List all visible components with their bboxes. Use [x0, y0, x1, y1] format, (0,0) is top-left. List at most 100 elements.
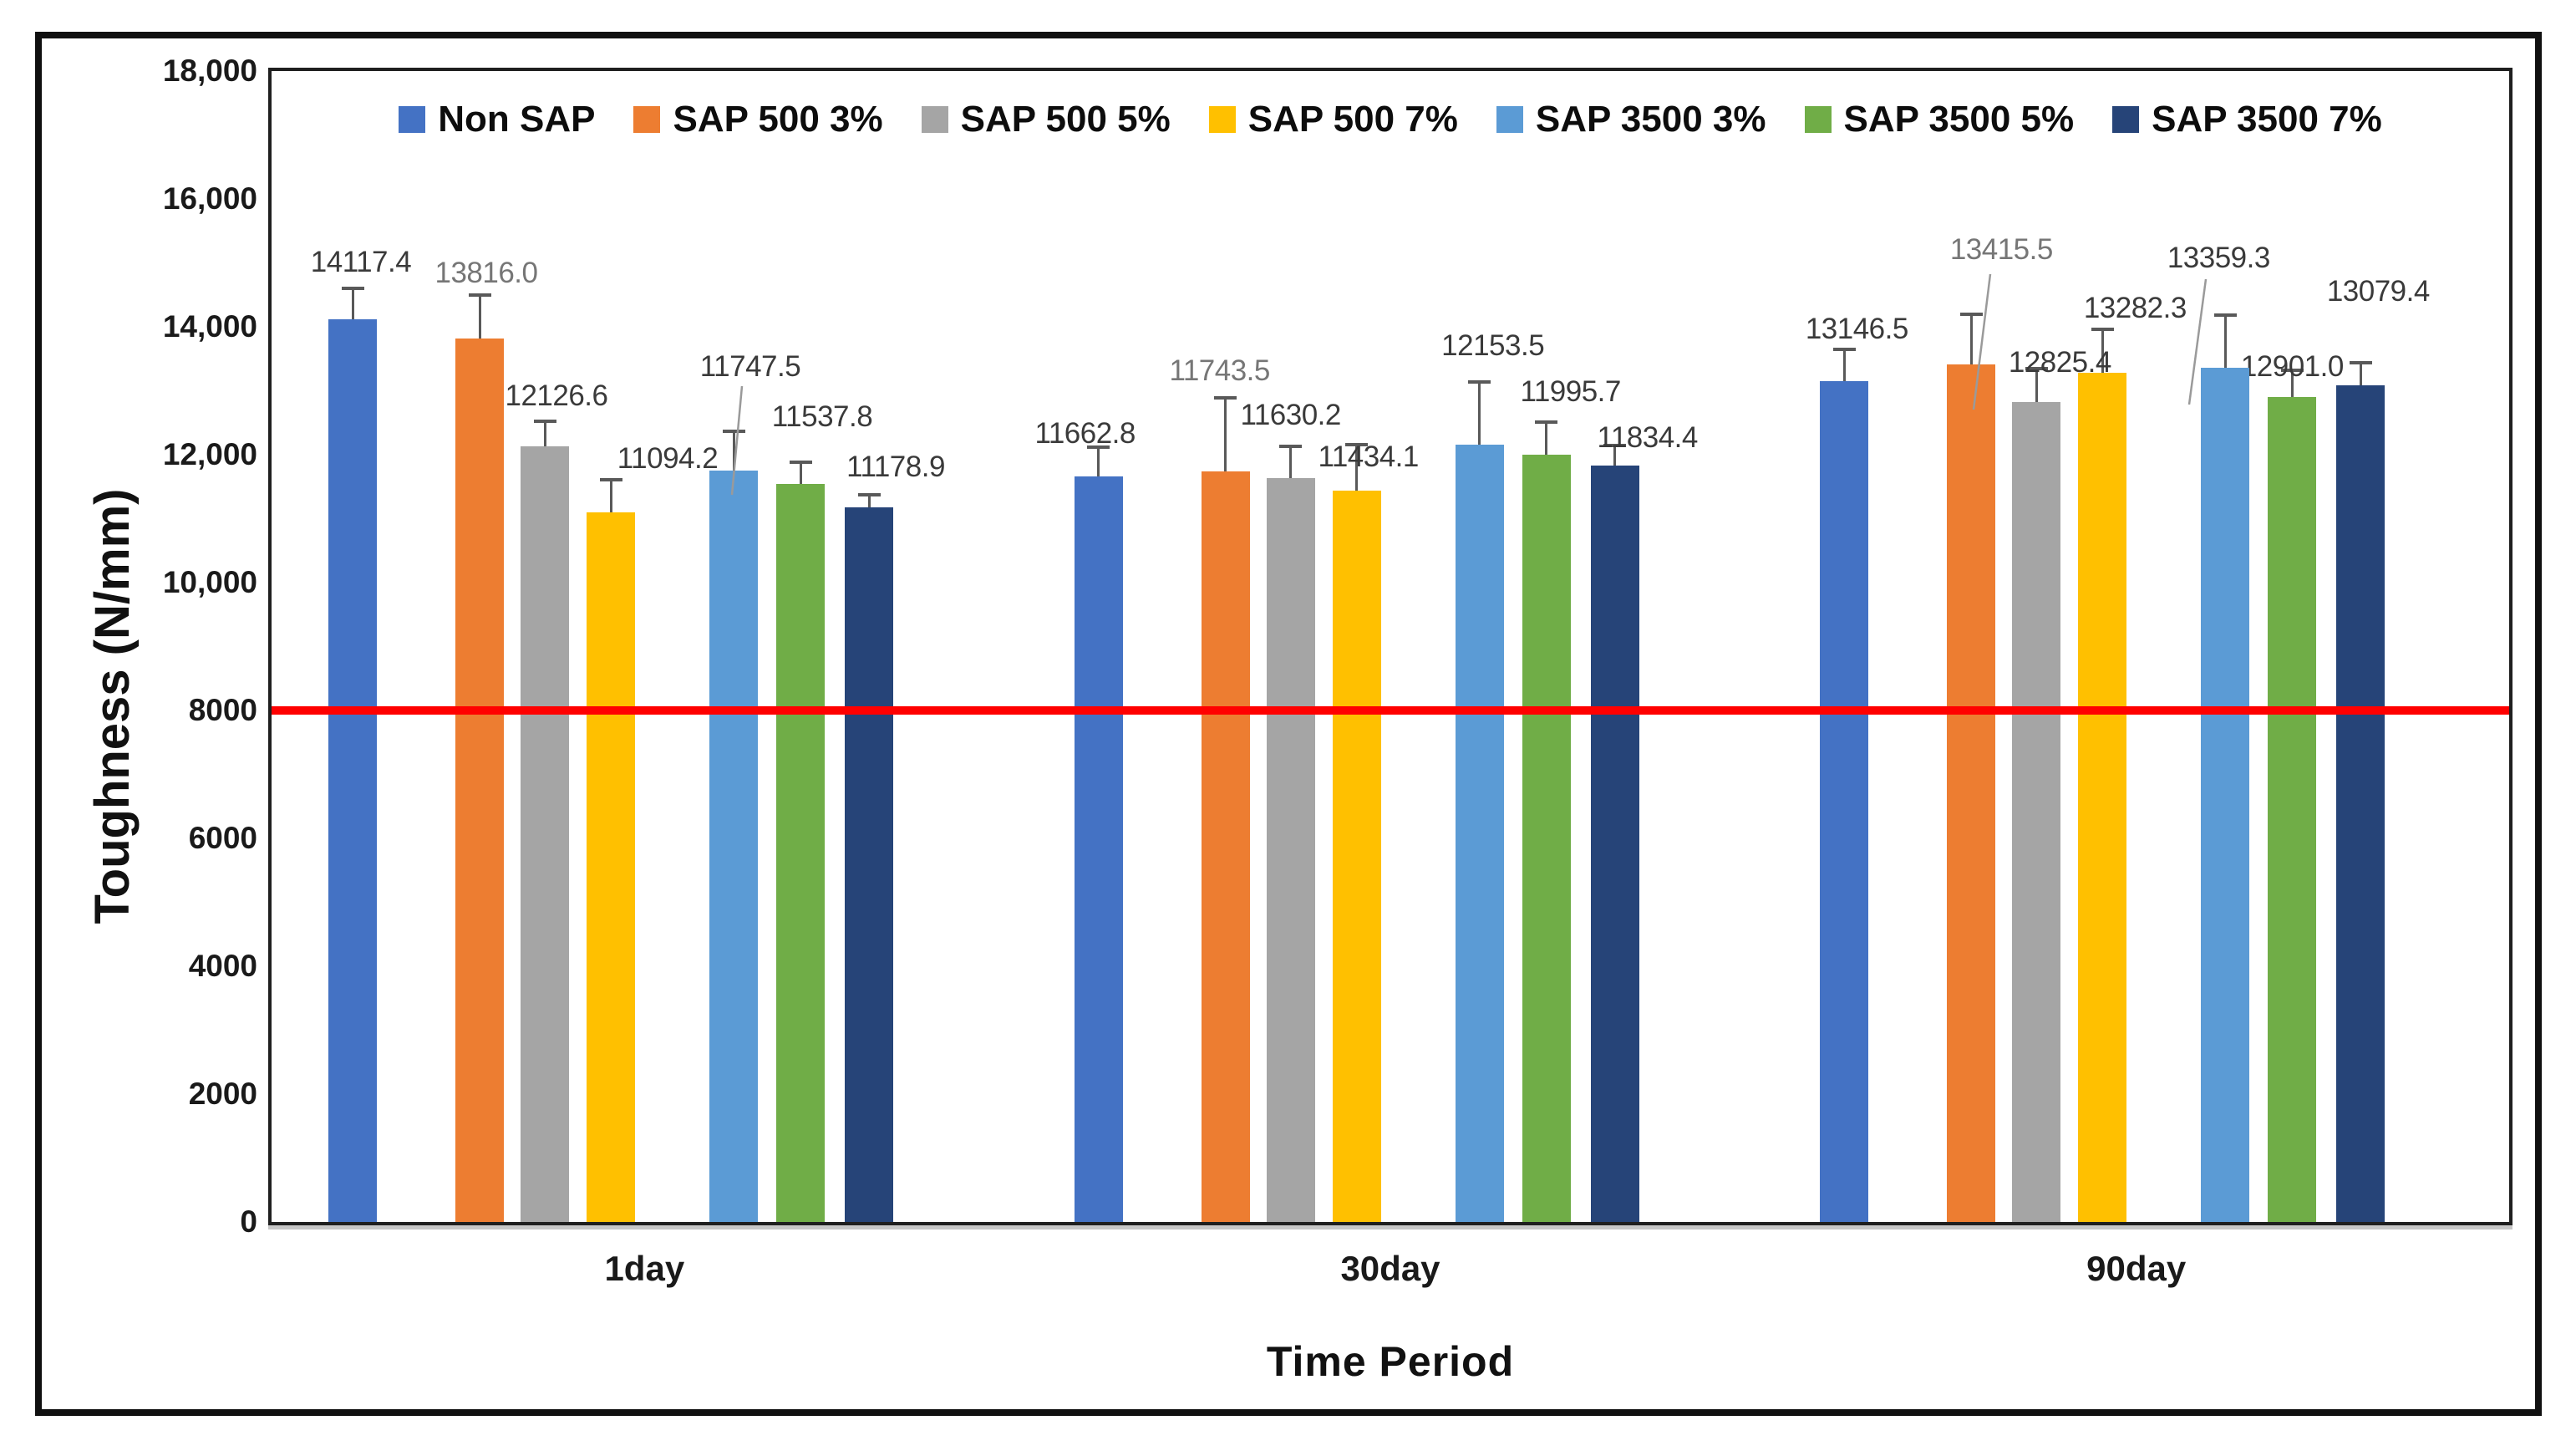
legend-swatch-icon — [1804, 106, 1832, 133]
error-bar-cap — [533, 419, 556, 423]
error-bar-cap — [857, 492, 881, 496]
reference-line-8000 — [272, 706, 2509, 715]
bar-sap-500-3%-90day — [1947, 364, 1996, 1222]
y-tick-6000: 6000 — [188, 821, 257, 855]
x-axis-title: Time Period — [1266, 1338, 1515, 1385]
data-label-non-sap-30day: 11662.8 — [1034, 416, 1136, 450]
legend-swatch-icon — [399, 106, 426, 133]
x-category-30day: 30day — [1340, 1249, 1440, 1288]
data-label-sap-500-5%-30day: 11630.2 — [1240, 399, 1341, 432]
error-bar-cap — [1214, 395, 1237, 400]
legend-item-sap-3500-3%: SAP 3500 3% — [1496, 99, 1766, 140]
bar-sap-3500-3%-90day — [2201, 368, 2250, 1222]
legend-item-sap-3500-7%: SAP 3500 7% — [2112, 99, 2382, 140]
error-bar-cap — [2280, 368, 2304, 372]
bar-sap-3500-5%-90day — [2268, 397, 2317, 1222]
data-label-sap-3500-7%-1day: 11178.9 — [846, 450, 945, 483]
error-bar-cap — [1345, 443, 1369, 447]
error-bar-cap — [1468, 380, 1491, 384]
data-label-sap-3500-7%-30day: 11834.4 — [1597, 420, 1698, 454]
error-bar-cap — [341, 287, 364, 291]
data-label-sap-500-3%-90day: 13415.5 — [1949, 232, 2054, 266]
error-bar-cap — [1959, 313, 1983, 317]
bar-sap-3500-5%-30day — [1522, 455, 1571, 1222]
error-bar-cap — [1279, 445, 1303, 449]
legend-label: SAP 3500 3% — [1535, 99, 1766, 140]
y-tick-10000: 10,000 — [162, 565, 257, 599]
bar-non-sap-1day — [328, 319, 377, 1222]
y-tick-12000: 12,000 — [162, 437, 257, 471]
data-label-non-sap-90day: 13146.5 — [1805, 313, 1909, 346]
data-label-sap-3500-3%-30day: 12153.5 — [1441, 329, 1545, 363]
error-bar-cap — [722, 429, 745, 433]
data-label-sap-500-3%-30day: 11743.5 — [1169, 354, 1270, 387]
y-tick-2000: 2000 — [188, 1077, 257, 1111]
y-tick-14000: 14,000 — [162, 309, 257, 344]
data-label-sap-3500-7%-90day: 13079.4 — [2326, 275, 2431, 308]
data-label-sap-3500-5%-30day: 11995.7 — [1520, 375, 1621, 409]
error-bar-cap — [2025, 367, 2048, 371]
legend-item-non-sap: Non SAP — [399, 99, 595, 140]
leader-line — [2187, 278, 2208, 405]
leader-line — [1972, 273, 1992, 410]
legend-item-sap-500-3%: SAP 500 3% — [633, 99, 883, 140]
data-label-sap-3500-5%-1day: 11537.8 — [771, 400, 873, 434]
legend-swatch-icon — [1496, 106, 1523, 133]
error-bar-cap — [2091, 327, 2114, 331]
plot-area — [268, 68, 2512, 1225]
bar-sap-3500-3%-1day — [709, 471, 758, 1222]
error-bar-cap — [1603, 443, 1627, 447]
data-label-non-sap-1day: 14117.4 — [310, 246, 412, 279]
bar-sap-3500-7%-30day — [1590, 465, 1639, 1222]
data-label-sap-3500-5%-90day: 12901.0 — [2240, 350, 2345, 384]
y-tick-0: 0 — [240, 1204, 257, 1239]
error-bar-cap — [2349, 360, 2372, 364]
bar-sap-500-5%-90day — [2012, 401, 2061, 1222]
data-label-sap-3500-3%-1day: 11747.5 — [699, 350, 801, 384]
legend-item-sap-500-5%: SAP 500 5% — [921, 99, 1171, 140]
bar-sap-500-5%-30day — [1266, 478, 1315, 1222]
data-label-sap-500-7%-90day: 13282.3 — [2083, 291, 2187, 324]
legend-swatch-icon — [1208, 106, 1236, 133]
data-label-sap-500-3%-1day: 13816.0 — [434, 257, 538, 290]
data-label-sap-3500-3%-90day: 13359.3 — [2167, 242, 2271, 274]
bar-sap-500-3%-30day — [1201, 471, 1250, 1222]
error-bar-cap — [789, 461, 812, 465]
error-bar-cap — [1832, 348, 1856, 352]
error-bar-whisker — [351, 288, 354, 345]
y-tick-4000: 4000 — [188, 949, 257, 983]
legend-swatch-icon — [921, 106, 948, 133]
y-tick-8000: 8000 — [188, 693, 257, 727]
legend-label: SAP 500 7% — [1247, 99, 1458, 140]
legend-label: SAP 500 5% — [960, 99, 1171, 140]
bar-sap-3500-3%-30day — [1455, 445, 1504, 1222]
data-label-sap-500-5%-1day: 12126.6 — [505, 379, 608, 413]
bar-sap-3500-5%-1day — [776, 484, 825, 1222]
legend-label: SAP 3500 7% — [2152, 99, 2382, 140]
error-bar-cap — [468, 293, 491, 298]
bar-sap-3500-7%-1day — [845, 507, 893, 1222]
y-tick-18000: 18,000 — [162, 53, 257, 88]
y-tick-16000: 16,000 — [162, 181, 257, 216]
bar-sap-500-7%-30day — [1332, 491, 1381, 1222]
legend-swatch-icon — [633, 106, 661, 133]
legend-label: Non SAP — [438, 99, 596, 140]
error-bar-cap — [1087, 445, 1110, 450]
legend-label: SAP 500 3% — [673, 99, 883, 140]
legend-swatch-icon — [2112, 106, 2140, 133]
data-label-sap-500-7%-1day: 11094.2 — [617, 442, 719, 476]
data-label-sap-500-7%-30day: 11434.1 — [1318, 440, 1419, 474]
legend-item-sap-3500-5%: SAP 3500 5% — [1804, 99, 2074, 140]
error-bar-cap — [599, 477, 622, 481]
x-category-1day: 1day — [604, 1249, 685, 1288]
bar-sap-500-3%-1day — [455, 339, 504, 1222]
bar-non-sap-30day — [1074, 476, 1123, 1222]
bar-sap-3500-7%-90day — [2336, 385, 2385, 1222]
leader-line — [730, 385, 744, 496]
bar-sap-500-5%-1day — [521, 446, 569, 1222]
error-bar-cap — [1535, 420, 1558, 424]
x-category-90day: 90day — [2086, 1249, 2187, 1288]
legend-item-sap-500-7%: SAP 500 7% — [1208, 99, 1458, 140]
